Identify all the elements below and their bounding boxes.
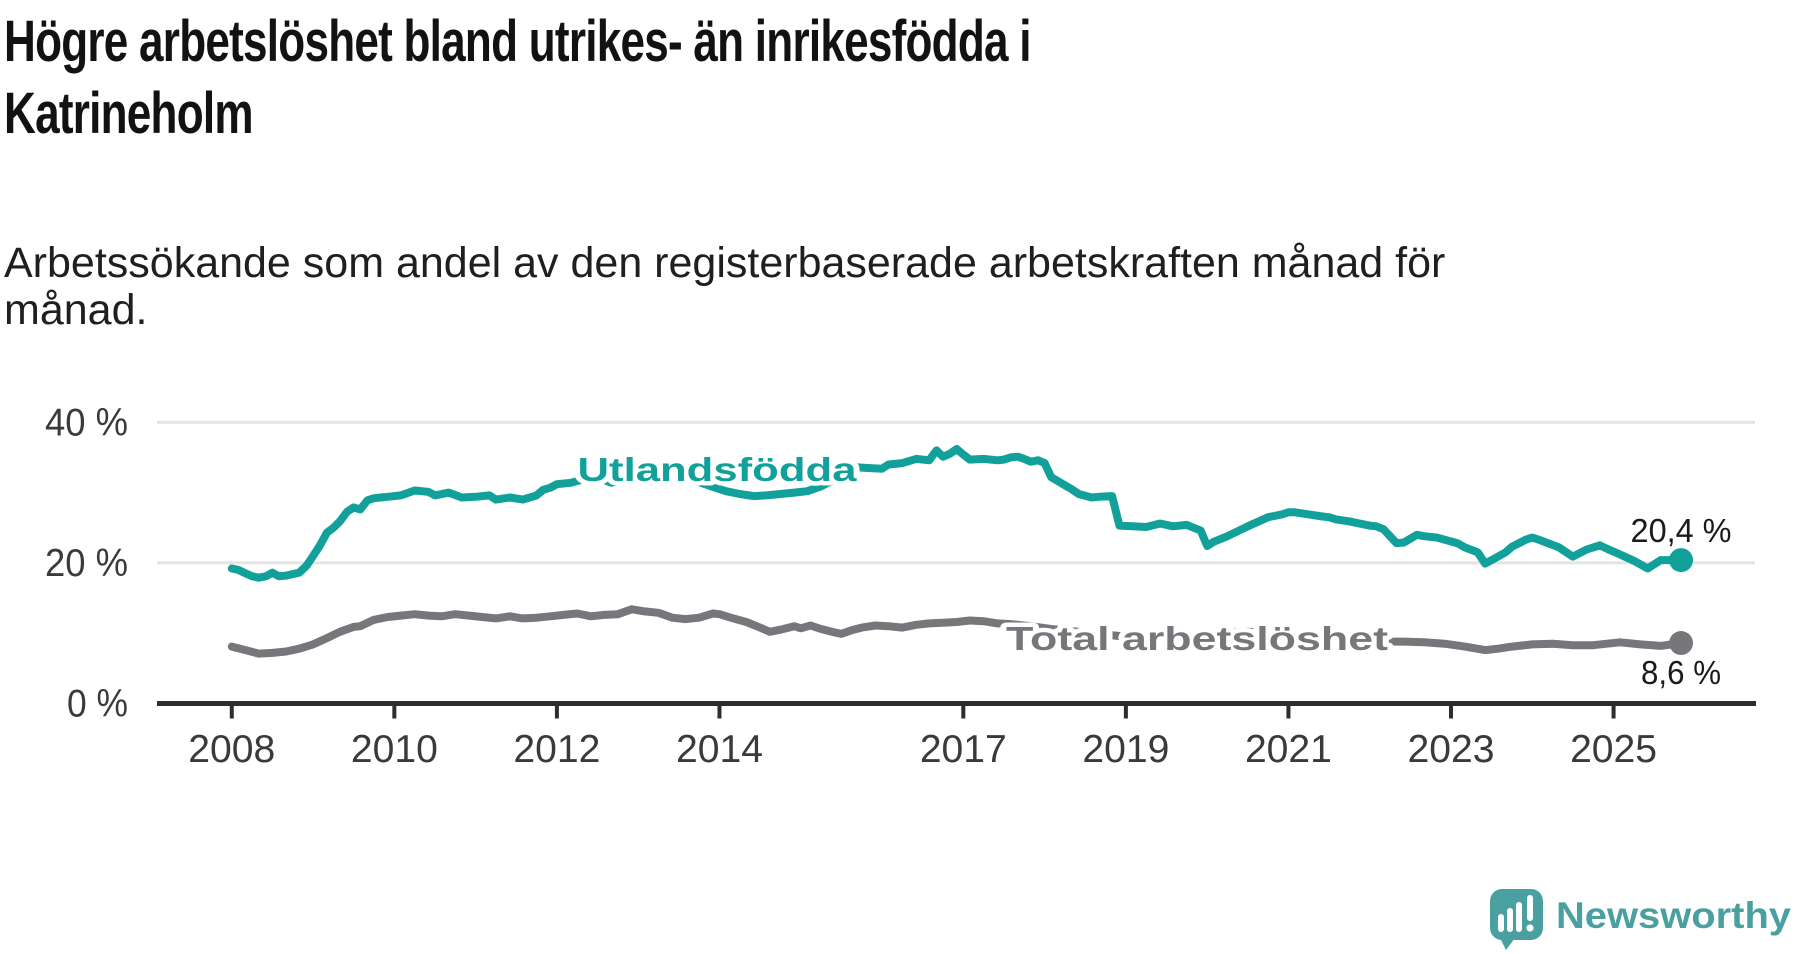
series-line-total: [227, 605, 1685, 658]
y-tick-label-0: 0 %: [67, 683, 128, 726]
newsworthy-logo-text: Newsworthy: [1556, 895, 1791, 936]
x-tick-label-2019: 2019: [1082, 728, 1169, 771]
x-tick-label-2023: 2023: [1408, 728, 1495, 771]
chart-title-line2: Katrineholm: [4, 81, 254, 146]
chart-subtitle: Arbetssökande som andel av den registerb…: [4, 240, 1764, 334]
series-end-dot-utlandsfodda: [1669, 548, 1694, 573]
series-end-dot-total: [1669, 631, 1694, 656]
series-end-value-total: 8,6 %: [1641, 654, 1721, 691]
chart-subtitle-line1: Arbetssökande som andel av den registerb…: [4, 239, 1446, 287]
series-line-utlandsfodda: [227, 445, 1685, 582]
x-tick-label-2014: 2014: [676, 728, 763, 771]
x-tick-label-2010: 2010: [351, 728, 438, 771]
chart-subtitle-line2: månad.: [4, 286, 148, 334]
newsworthy-logo-icon: [1490, 889, 1543, 950]
x-tick-label-2012: 2012: [513, 728, 600, 771]
y-tick-label-20: 20 %: [45, 542, 128, 585]
bar-chart-icon: [1498, 895, 1533, 932]
chart-title-line1: Högre arbetslöshet bland utrikes- än inr…: [4, 9, 1031, 74]
y-tick-label-40: 40 %: [45, 401, 128, 444]
x-tick-label-2025: 2025: [1570, 728, 1657, 771]
x-tick-label-2008: 2008: [188, 728, 275, 771]
series-label-total: Total arbetslöshet: [1006, 620, 1388, 657]
series-label-utlandsfodda: Utlandsfödda: [578, 451, 858, 488]
x-tick-label-2017: 2017: [920, 728, 1007, 771]
newsworthy-logo: Newsworthy: [1490, 889, 1791, 950]
chart-title: Högre arbetslöshet bland utrikes- än inr…: [4, 6, 1235, 150]
x-tick-label-2021: 2021: [1245, 728, 1332, 771]
series-end-value-utlandsfodda: 20,4 %: [1631, 512, 1732, 549]
